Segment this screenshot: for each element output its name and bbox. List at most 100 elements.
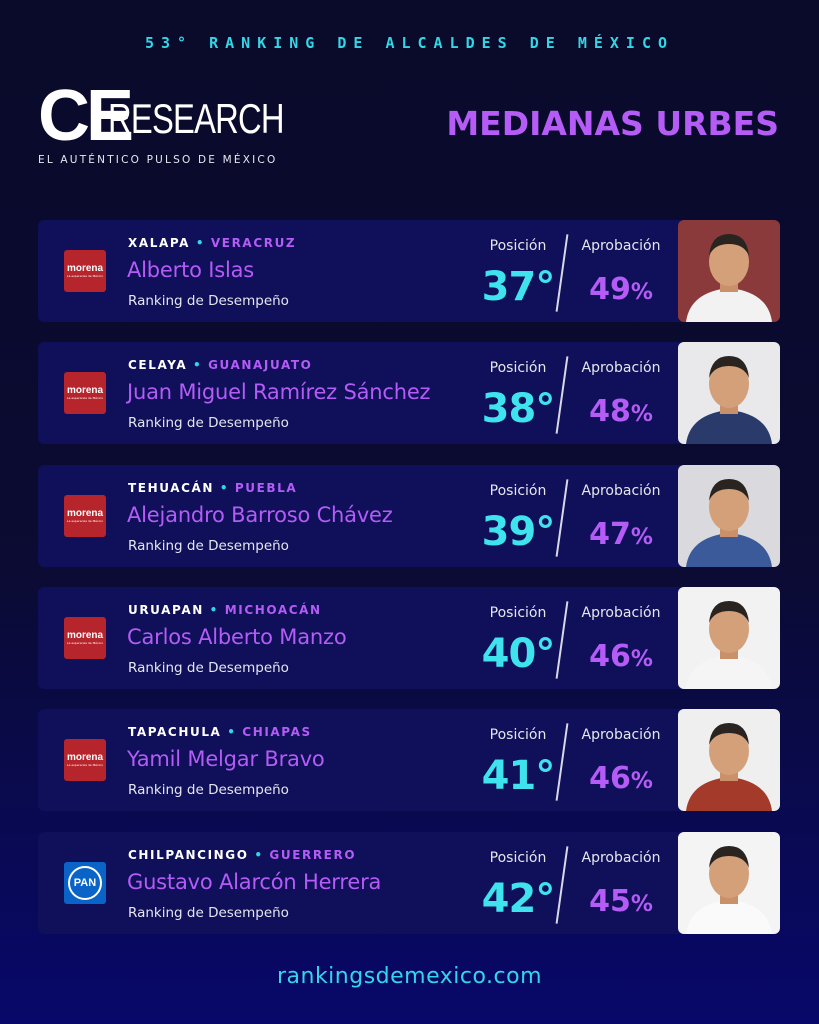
mayor-name: Yamil Melgar Bravo [127,747,325,771]
ranking-card: morena La esperanza de México TEHUACÁN • … [38,465,780,567]
footer-url[interactable]: rankingsdemexico.com [276,964,543,989]
location: TAPACHULA • CHIAPAS [128,725,312,739]
morena-logo-subtext: La esperanza de México [66,763,104,767]
approval-number: 47 [589,517,631,552]
position-label: Posición [489,727,547,743]
photo-hair [709,356,749,378]
city-name: TAPACHULA [128,725,222,739]
morena-logo-subtext: La esperanza de México [66,396,104,400]
photo-face [709,727,749,775]
state-name: VERACRUZ [210,236,297,250]
logo-ce-text: CE [38,76,134,156]
photo-face [709,238,749,286]
position-value: 37° [481,264,556,310]
location: CHILPANCINGO • GUERRERO [128,848,356,862]
separator-dot: • [193,358,203,372]
ranking-subtitle: Ranking de Desempeño [128,660,289,676]
mayor-name: Alejandro Barroso Chávez [127,503,393,527]
ranking-subtitle: Ranking de Desempeño [128,538,289,554]
photo-hair [709,723,749,745]
morena-logo-text: morena [66,508,104,519]
mayor-name: Juan Miguel Ramírez Sánchez [127,380,431,404]
photo-hair [709,601,749,623]
position-value: 40° [481,631,556,677]
approval-value: 46% [571,761,671,796]
morena-logo-subtext: La esperanza de México [66,519,104,523]
morena-logo-subtext: La esperanza de México [66,274,104,278]
position-label: Posición [489,483,547,499]
morena-logo-subtext: La esperanza de México [66,641,104,645]
photo-face [709,605,749,653]
photo-shoulders [686,777,772,811]
state-name: MICHOACÁN [224,603,322,617]
state-name: CHIAPAS [242,725,312,739]
city-name: XALAPA [128,236,191,250]
city-name: TEHUACÁN [128,481,215,495]
approval-label: Aprobación [581,483,661,499]
ranking-card: morena La esperanza de México XALAPA • VE… [38,220,780,322]
city-name: CHILPANCINGO [128,848,249,862]
photo-face [709,850,749,898]
ranking-subtitle: Ranking de Desempeño [128,415,289,431]
morena-logo-icon: morena La esperanza de México [64,372,106,414]
percent-sign: % [630,525,653,550]
approval-number: 48 [589,394,631,429]
approval-value: 46% [571,639,671,674]
ranking-subtitle: Ranking de Desempeño [128,293,289,309]
pan-logo-text: PAN [68,866,102,900]
photo-shoulders [686,655,772,689]
photo-shoulders [686,288,772,322]
morena-logo-icon: morena La esperanza de México [64,739,106,781]
mayor-name: Alberto Islas [127,258,255,282]
percent-sign: % [630,647,653,672]
mayor-photo [678,709,780,811]
location: TEHUACÁN • PUEBLA [128,481,297,495]
state-name: GUANAJUATO [208,358,313,372]
morena-logo-text: morena [66,630,104,641]
photo-hair [709,846,749,868]
percent-sign: % [630,892,653,917]
position-value: 42° [481,876,556,922]
approval-label: Aprobación [581,850,661,866]
approval-label: Aprobación [581,238,661,254]
position-value: 38° [481,386,556,432]
approval-number: 46 [589,761,631,796]
location: URUAPAN • MICHOACÁN [128,603,322,617]
morena-logo-icon: morena La esperanza de México [64,617,106,659]
logo-research-text: RESEARCH [108,95,285,142]
position-value: 39° [481,509,556,555]
mayor-photo [678,832,780,934]
approval-label: Aprobación [581,360,661,376]
photo-hair [709,234,749,256]
photo-shoulders [686,410,772,444]
position-value: 41° [481,753,556,799]
morena-logo-text: morena [66,263,104,274]
mayor-name: Gustavo Alarcón Herrera [127,870,382,894]
state-name: PUEBLA [234,481,298,495]
separator-dot: • [209,603,219,617]
separator-dot: • [227,725,237,739]
position-label: Posición [489,360,547,376]
mayor-photo [678,220,780,322]
ranking-card: morena La esperanza de México TAPACHULA •… [38,709,780,811]
photo-face [709,360,749,408]
photo-shoulders [686,900,772,934]
approval-value: 49% [571,272,671,307]
mayor-photo [678,342,780,444]
approval-number: 49 [589,272,631,307]
state-name: GUERRERO [269,848,357,862]
photo-hair [709,479,749,501]
approval-value: 47% [571,517,671,552]
approval-label: Aprobación [581,727,661,743]
approval-number: 45 [589,884,631,919]
position-label: Posición [489,238,547,254]
ranking-subtitle: Ranking de Desempeño [128,782,289,798]
morena-logo-text: morena [66,385,104,396]
ce-research-logo: CE RESEARCH EL AUTÉNTICO PULSO DE MÉXICO [38,76,288,172]
location: XALAPA • VERACRUZ [128,236,296,250]
mayor-name: Carlos Alberto Manzo [127,625,347,649]
logo-tagline: EL AUTÉNTICO PULSO DE MÉXICO [38,154,278,166]
ranking-card: PAN CHILPANCINGO • GUERRERO Gustavo Alar… [38,832,780,934]
approval-value: 48% [571,394,671,429]
percent-sign: % [630,769,653,794]
